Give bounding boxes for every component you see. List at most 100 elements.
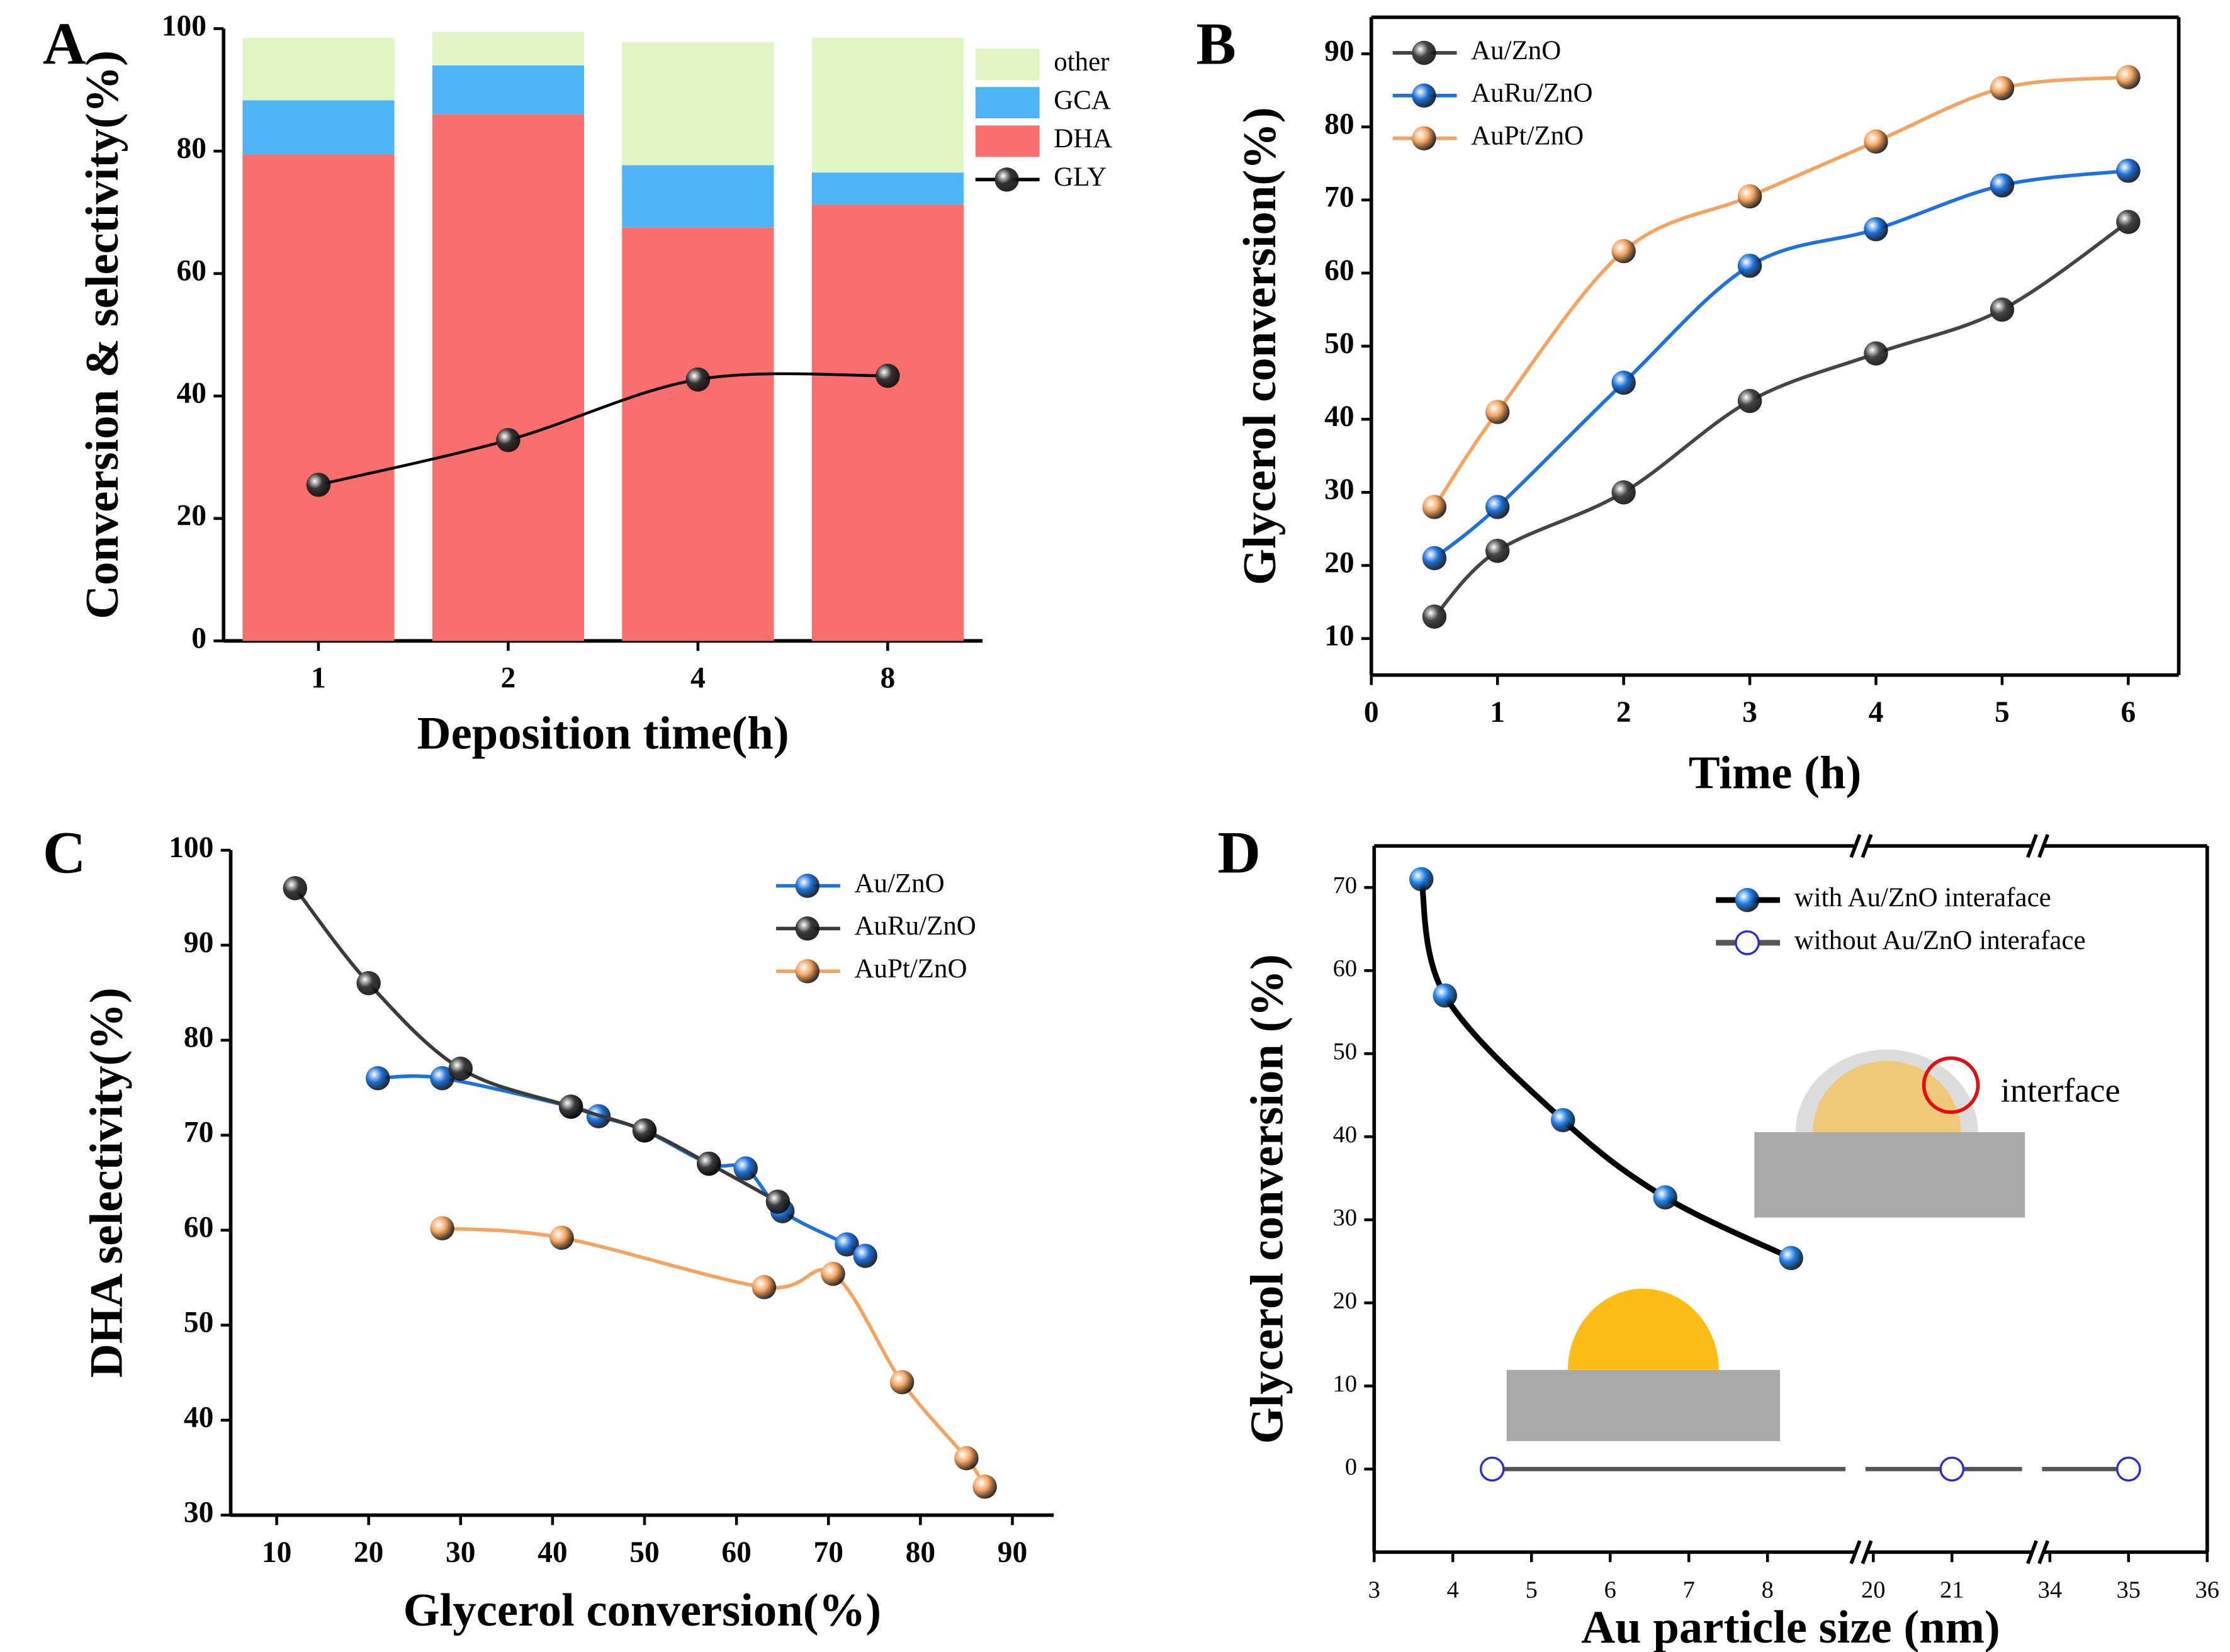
marker (853, 1244, 877, 1268)
bar-segment (242, 38, 395, 101)
x-tick-label: 30 (446, 1536, 475, 1569)
marker (2116, 210, 2141, 234)
bar-segment (622, 165, 774, 228)
marker (1433, 983, 1457, 1008)
y-tick-label: 60 (1333, 955, 1357, 982)
y-tick-label: 40 (177, 377, 206, 410)
marker (1611, 480, 1636, 505)
y-tick-label: 80 (184, 1021, 214, 1054)
marker (1550, 1108, 1575, 1133)
y-tick-label: 70 (184, 1116, 214, 1149)
bar-segment (432, 114, 585, 641)
marker (1990, 173, 2015, 198)
marker (972, 1475, 997, 1499)
panel-label: D (1217, 819, 1261, 885)
x-tick-label: 4 (1869, 696, 1884, 729)
line (1418, 879, 1793, 1261)
marker (1412, 126, 1436, 150)
y-axis-label: Glycerol conversion(%) (1234, 107, 1286, 585)
axis-break (2026, 834, 2038, 858)
marker (765, 1189, 791, 1214)
marker (366, 1065, 390, 1091)
marker (1409, 867, 1434, 892)
y-tick-label: 30 (1333, 1205, 1357, 1231)
legend-swatch (975, 48, 1040, 80)
legend-label: Au/ZnO (854, 868, 944, 898)
marker (1737, 184, 1762, 209)
marker (1864, 217, 1888, 242)
x-tick-label: 1 (311, 662, 326, 695)
marker (1990, 297, 2015, 322)
marker (835, 1232, 859, 1257)
marker (1737, 254, 1762, 278)
y-tick-label: 10 (1333, 1371, 1357, 1397)
x-tick-label: 40 (538, 1536, 567, 1569)
marker (1864, 129, 1888, 154)
x-tick-label: 7 (1683, 1577, 1695, 1604)
axis-break (1849, 834, 1862, 858)
y-tick-label: 70 (1324, 181, 1354, 214)
y-tick-label: 90 (184, 926, 214, 959)
x-tick-label: 60 (721, 1536, 752, 1569)
bar-segment (432, 31, 585, 65)
legend-label: other (1054, 47, 1109, 77)
bar-segment (622, 227, 774, 641)
x-axis-label: Au particle size (nm) (1581, 1601, 2000, 1652)
marker (430, 1216, 454, 1240)
y-tick-label: 100 (169, 831, 213, 864)
marker (549, 1225, 574, 1250)
x-tick-label: 2 (1616, 696, 1631, 729)
support (1506, 1369, 1781, 1441)
marker (448, 1056, 473, 1081)
x-tick-label: 4 (690, 662, 706, 695)
legend-label: GCA (1054, 86, 1111, 115)
marker (876, 363, 900, 388)
x-tick-label: 10 (262, 1536, 292, 1569)
y-tick-label: 90 (1324, 35, 1354, 67)
marker (889, 1369, 915, 1395)
x-tick-label: 35 (2117, 1577, 2141, 1604)
legend-label: without Au/ZnO interaface (1794, 926, 2086, 955)
y-tick-label: 30 (1324, 473, 1354, 506)
marker (994, 167, 1019, 192)
legend-label: AuRu/ZnO (1471, 79, 1592, 108)
legend-swatch (975, 125, 1040, 157)
y-tick-label: 50 (1324, 327, 1354, 360)
legend-swatch (975, 87, 1040, 119)
x-tick-label: 4 (1447, 1577, 1459, 1604)
marker (1485, 539, 1510, 563)
y-tick-label: 50 (184, 1306, 214, 1339)
marker (1653, 1185, 1677, 1210)
y-tick-label: 40 (1324, 400, 1354, 433)
x-tick-label: 8 (880, 662, 895, 695)
marker (306, 473, 331, 497)
y-tick-label: 60 (184, 1211, 214, 1244)
marker (1735, 930, 1760, 955)
x-tick-label: 2 (501, 662, 516, 695)
y-tick-label: 80 (177, 132, 206, 165)
y-tick-label: 20 (177, 500, 206, 532)
panel-label: B (1196, 10, 1236, 77)
x-tick-label: 1 (1490, 696, 1505, 729)
marker (2116, 159, 2141, 183)
line (1433, 169, 2129, 560)
x-tick-label: 3 (1742, 696, 1757, 729)
marker (752, 1275, 777, 1300)
marker (1611, 239, 1636, 264)
bar-segment (622, 42, 774, 166)
marker (821, 1261, 845, 1286)
y-tick-label: 50 (1333, 1038, 1357, 1065)
x-axis-label: Time (h) (1689, 747, 1861, 799)
x-tick-label: 34 (2038, 1577, 2062, 1604)
marker (1735, 887, 1760, 913)
marker (1479, 1456, 1505, 1482)
y-axis-label: Conversion & selectivity(%) (76, 50, 128, 619)
x-tick-label: 5 (1995, 696, 2010, 729)
marker (283, 876, 308, 901)
legend-label: AuRu/ZnO (854, 911, 976, 941)
x-tick-label: 70 (813, 1536, 843, 1569)
marker (1485, 400, 1510, 424)
marker (558, 1094, 583, 1119)
inset-with-interface (1754, 1049, 2025, 1218)
marker (1412, 40, 1436, 65)
